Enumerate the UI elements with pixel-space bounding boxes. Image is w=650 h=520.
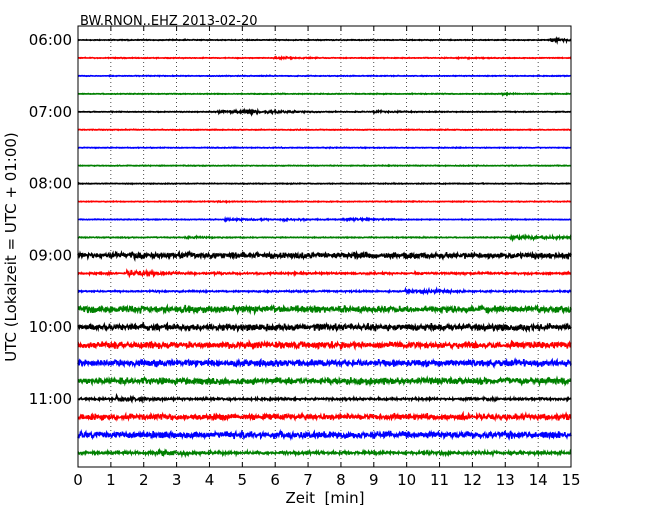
trace-0930: [77, 286, 572, 296]
trace-0945: [77, 303, 572, 316]
chart-title: BW.RNON..EHZ 2013-02-20: [80, 14, 258, 29]
x-tick-label: 0: [73, 471, 83, 489]
x-tick-label: 15: [561, 471, 580, 489]
plot-frame: [77, 25, 572, 468]
trace-0845: [77, 233, 572, 243]
trace-0645: [78, 91, 572, 97]
trace-1100: [77, 392, 572, 404]
trace-1115: [77, 410, 572, 422]
trace-1045: [77, 375, 572, 388]
trace-0900: [77, 249, 572, 262]
y-axis: 06:00 07:00 08:00 09:00 10:00 11:00: [29, 31, 571, 408]
trace-0745: [77, 163, 572, 168]
x-tick-label: 9: [369, 471, 379, 489]
x-tick-label: 14: [529, 471, 548, 489]
y-tick-label: 10:00: [29, 318, 72, 336]
trace-0715: [77, 127, 572, 132]
y-tick-label: 06:00: [29, 31, 72, 49]
y-tick-label: 08:00: [29, 175, 72, 193]
x-tick-label: 7: [303, 471, 313, 489]
y-tick-label: 11:00: [29, 390, 72, 408]
x-tick-label: 1: [106, 471, 116, 489]
trace-0700: [77, 107, 572, 117]
trace-1130: [77, 428, 572, 442]
trace-1145: [77, 447, 572, 459]
x-tick-label: 8: [336, 471, 346, 489]
x-tick-label: 13: [496, 471, 515, 489]
y-tick-label: 07:00: [29, 103, 72, 121]
trace-0615: [77, 54, 572, 61]
x-tick-label: 6: [270, 471, 280, 489]
trace-0915: [77, 268, 572, 279]
traces: [77, 36, 572, 459]
trace-1000: [77, 321, 572, 333]
trace-0630: [77, 74, 572, 78]
trace-0800: [77, 181, 572, 186]
x-tick-label: 10: [397, 471, 416, 489]
trace-0830: [78, 215, 572, 223]
x-tick-label: 5: [238, 471, 248, 489]
trace-0600: [77, 36, 572, 45]
x-tick-label: 11: [430, 471, 449, 489]
x-axis: 0 1 2 3 4 5 6 7 8 9 10 11 12 13 14 15: [73, 26, 581, 489]
x-tick-label: 12: [463, 471, 482, 489]
trace-1015: [77, 339, 572, 351]
x-axis-label: Zeit [min]: [285, 489, 364, 507]
trace-0815: [77, 199, 571, 205]
x-tick-label: 3: [172, 471, 182, 489]
grid-lines: [110, 26, 539, 467]
trace-0730: [77, 145, 572, 150]
trace-1030: [77, 357, 572, 369]
y-tick-label: 09:00: [29, 246, 72, 264]
x-tick-label: 2: [139, 471, 149, 489]
x-tick-label: 4: [205, 471, 215, 489]
y-axis-label: UTC (Lokalzeit = UTC + 01:00): [2, 132, 20, 362]
